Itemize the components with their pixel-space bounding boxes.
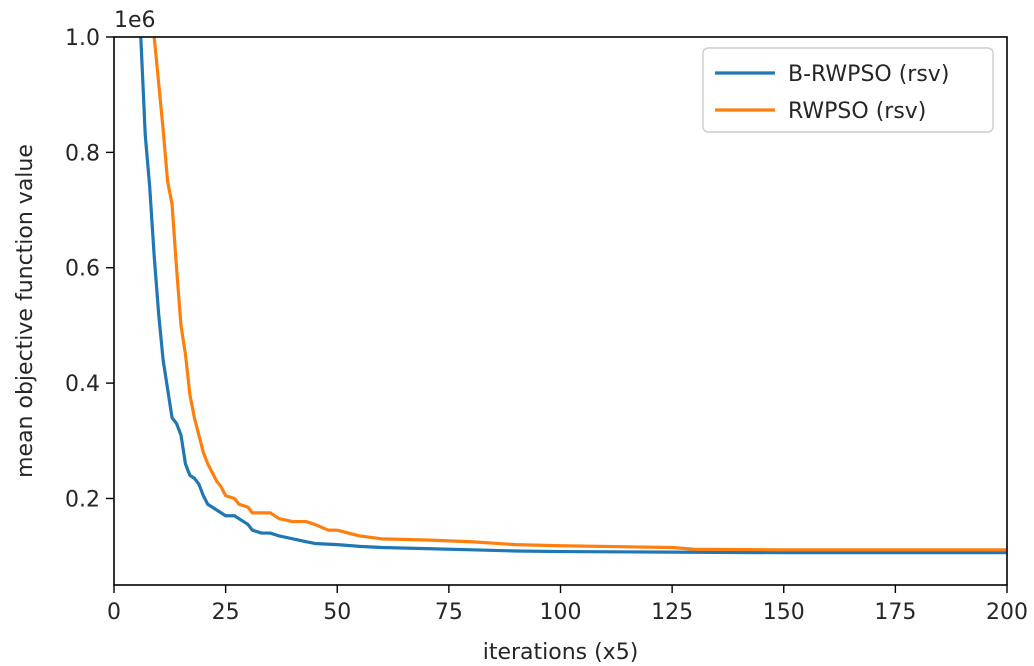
x-tick-label: 125 <box>651 600 693 625</box>
series-line-2 <box>152 37 1007 552</box>
legend: B-RWPSO (rsv) RWPSO (rsv) <box>702 47 994 133</box>
y-tick-label: 0.2 <box>65 487 100 512</box>
series-line-1 <box>139 37 1007 555</box>
y-axis-offset-label: 1e6 <box>114 8 156 33</box>
y-tick-label: 0.4 <box>65 372 100 397</box>
y-axis-label: mean objective function value <box>13 144 38 478</box>
x-tick-label: 0 <box>107 600 121 625</box>
x-tick-label: 50 <box>323 600 351 625</box>
x-tick-label: 175 <box>874 600 916 625</box>
y-tick-label: 1.0 <box>65 26 100 51</box>
legend-label: B-RWPSO (rsv) <box>788 62 949 87</box>
legend-label: RWPSO (rsv) <box>788 99 926 124</box>
x-tick-label: 25 <box>212 600 240 625</box>
x-axis-label: iterations (x5) <box>483 640 639 665</box>
x-tick-label: 150 <box>763 600 805 625</box>
x-tick-label: 100 <box>540 600 582 625</box>
x-tick-label: 75 <box>435 600 463 625</box>
series-layer <box>139 37 1007 555</box>
x-tick-label: 200 <box>986 600 1028 625</box>
legend-box <box>702 47 994 133</box>
y-axis-ticks: 0.2 0.4 0.6 0.8 1.0 <box>65 26 114 512</box>
y-tick-label: 0.8 <box>65 141 100 166</box>
x-axis-ticks: 0 25 50 75 100 125 150 175 200 <box>107 585 1028 625</box>
y-tick-label: 0.6 <box>65 257 100 282</box>
